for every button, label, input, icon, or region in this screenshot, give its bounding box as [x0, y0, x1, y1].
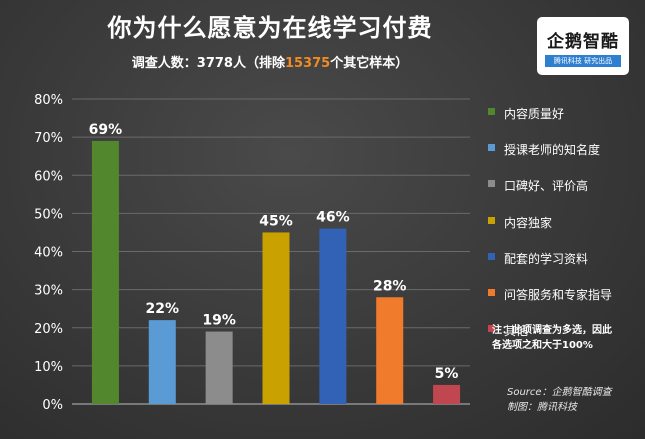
legend-swatch: [488, 144, 495, 152]
footnote: 注：此项调查为多选，因此 各选项之和大于100%: [492, 323, 632, 353]
data-label: 45%: [259, 213, 293, 229]
logo-tagline: 腾讯科技 研究出品: [545, 55, 621, 67]
y-tick-label: 60%: [34, 169, 63, 184]
y-tick-label: 30%: [34, 284, 63, 299]
logo-name: 企鹅智酷: [547, 32, 619, 52]
data-label: 5%: [435, 366, 459, 382]
bar: [262, 232, 290, 404]
legend-swatch: [488, 289, 495, 296]
legend-label: 内容独家: [504, 215, 553, 230]
footnote-line-2: 各选项之和大于100%: [492, 340, 593, 351]
chart-title: 你为什么愿意为在线学习付费: [107, 14, 433, 42]
legend-label: 配套的学习资料: [504, 251, 589, 266]
bar: [319, 228, 347, 404]
legend-label: 口碑好、评价高: [504, 179, 589, 194]
y-tick-label: 70%: [34, 131, 63, 146]
legend-swatch: [488, 216, 495, 224]
y-tick-label: 40%: [34, 246, 63, 261]
bar: [376, 297, 404, 404]
y-tick-label: 10%: [34, 360, 63, 375]
bar: [91, 140, 119, 404]
source-credit: Source：企鹅智酷调查 制图：腾讯科技: [507, 385, 637, 415]
data-label: 19%: [202, 313, 236, 329]
source-line: Source：企鹅智酷调查: [507, 387, 612, 398]
data-label: 46%: [316, 210, 350, 226]
y-tick-label: 80%: [34, 93, 63, 108]
y-tick-label: 50%: [34, 207, 63, 222]
brand-logo: 企鹅智酷 腾讯科技 研究出品: [537, 17, 629, 75]
y-tick-label: 0%: [42, 398, 63, 413]
data-label: 69%: [89, 122, 123, 138]
y-tick-label: 20%: [34, 322, 63, 337]
bar: [205, 331, 233, 404]
subtitle-prefix: 调查人数：3778人（排除: [131, 56, 285, 71]
data-label: 22%: [146, 301, 180, 317]
data-label: 28%: [373, 278, 407, 294]
subtitle-suffix: 个其它样本）: [330, 56, 409, 71]
legend-swatch: [488, 252, 495, 260]
legend-label: 授课老师的知名度: [504, 143, 601, 158]
footnote-line-1: 注：此项调查为多选，因此: [492, 325, 612, 336]
bar: [148, 320, 176, 404]
subtitle-highlight: 15375: [284, 56, 331, 71]
legend-swatch: [488, 325, 495, 333]
credit-line: 制图：腾讯科技: [507, 402, 577, 413]
legend-swatch: [488, 108, 495, 115]
legend-label: 问答服务和专家指导: [504, 288, 613, 302]
legend-label: 内容质量好: [504, 107, 565, 121]
chart-subtitle: 调查人数：3778人（排除15375个其它样本）: [0, 52, 540, 71]
legend-swatch: [488, 180, 495, 188]
bar: [433, 384, 461, 404]
legend-label: 其他: [504, 324, 529, 339]
